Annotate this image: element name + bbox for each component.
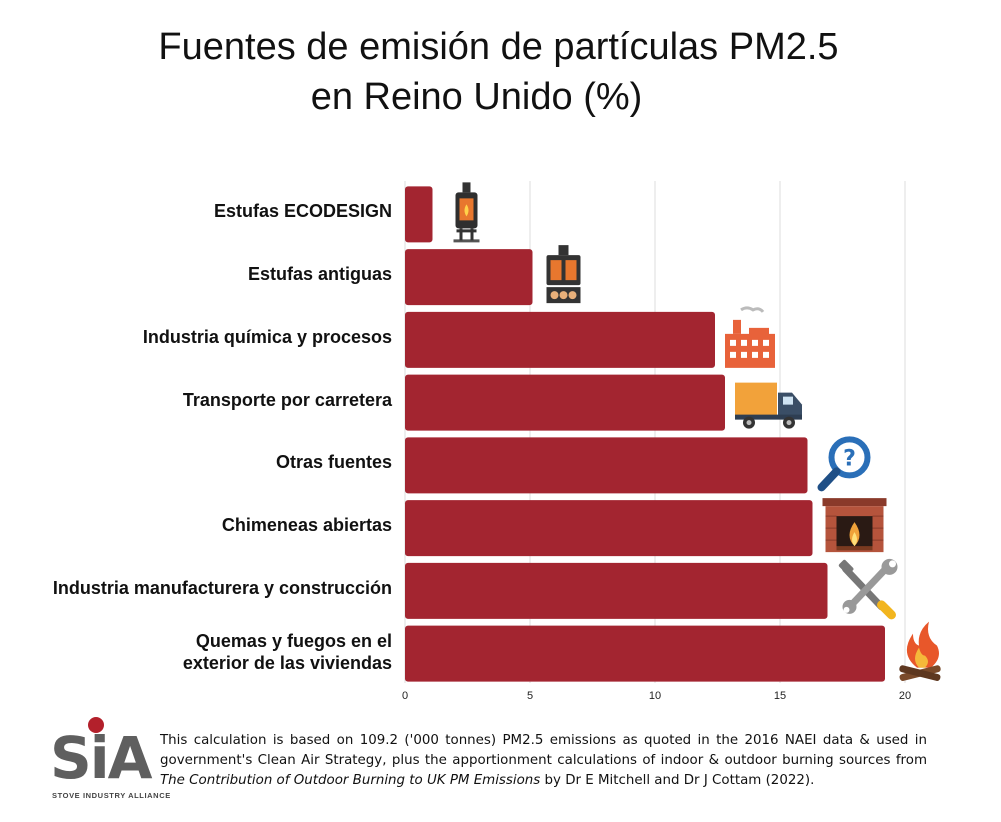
factory-icon-part [763,351,769,358]
source-note-title: The Contribution of Outdoor Burning to U… [160,773,541,788]
x-tick-label: 10 [649,690,661,702]
logo-text: SiA [50,724,153,792]
wood-stove-icon-part [568,291,577,300]
factory-icon-part [725,333,775,368]
tools-icon-part [838,559,854,575]
magnifier-question-icon-part [817,467,841,492]
logo-graphic [88,717,104,733]
stove-icon-part [456,229,477,233]
tools-icon [838,558,898,620]
wood-stove-icon-part [550,260,562,281]
stove-icon-part [453,239,480,243]
campfire-icon [899,621,941,681]
category-label: Quemas y fuegos en el exterior de las vi… [182,630,392,673]
wood-stove-icon-part [550,291,559,300]
campfire-icon-part [906,621,939,668]
tools-icon-part [881,558,898,575]
truck-icon-part [783,396,793,405]
bar [405,311,715,368]
stove-icon-part [462,182,471,193]
logo-subtitle: STOVE INDUSTRY ALLIANCE [52,791,171,800]
campfire-icon-part [915,647,928,668]
bar [405,249,533,306]
stove-icon-part [459,228,463,241]
x-tick-label: 0 [402,690,408,702]
truck-icon-part [746,420,752,426]
factory-icon [725,306,775,368]
bar [405,186,433,243]
tools-icon-part [889,560,896,568]
factory-icon-part [730,351,736,358]
magnifier-question-icon: ? [817,436,871,492]
stove-icon [453,182,480,243]
truck-icon-part [786,420,792,426]
category-label: Estufas antiguas [247,264,392,285]
wood-stove-icon-part [558,245,569,256]
fireplace-icon-part [852,532,857,547]
wood-stove-icon [546,245,581,304]
bar [405,437,808,494]
title-line-1: Fuentes de emisión de partículas PM2.5 [158,26,839,68]
campfire-icon-part [899,665,941,681]
stove-icon-part [464,204,469,217]
stove-icon-part [470,228,474,241]
x-tick-label: 20 [899,690,911,702]
factory-icon-part [752,339,758,346]
truck-icon-part [735,382,777,417]
factory-icon-part [763,339,769,346]
tools-icon-part [877,600,896,620]
title-line-2: en Reino Unido (%) [310,76,643,118]
chart-title: Fuentes de emisión de partículas PM2.5 e… [0,22,1001,122]
category-label: Otras fuentes [275,452,392,473]
truck-icon [735,382,802,429]
factory-icon-part [740,306,765,313]
category-label: Industria manufacturera y construcción [52,577,392,598]
factory-icon-part [741,339,747,346]
wood-stove-icon-part [565,260,577,281]
magnifier-question-icon-part [828,436,871,479]
truck-icon-part [735,414,802,420]
fireplace-icon-part [836,546,873,551]
source-note: This calculation is based on 109.2 ('000… [160,731,927,791]
factory-icon-part [752,351,758,358]
source-note-part2: by Dr E Mitchell and Dr J Cottam (2022). [540,773,815,788]
source-note-part1: This calculation is based on 109.2 ('000… [160,733,927,768]
factory-icon-part [741,351,747,358]
magnifier-question-icon-part: ? [843,446,856,471]
category-label: Estufas ECODESIGN [213,201,392,222]
sia-logo [48,716,152,804]
bar [405,500,813,557]
category-label: Industria química y procesos [142,326,392,347]
x-tick-label: 5 [527,690,533,702]
category-label: Chimeneas abiertas [221,515,392,536]
fireplace-icon [822,498,887,553]
x-tick-label: 15 [774,690,786,702]
bar [405,374,725,431]
tools-icon-part [843,606,850,613]
wood-stove-icon-part [559,291,568,300]
category-label: Transporte por carretera [182,389,392,410]
factory-icon-part [730,339,736,346]
factory-icon-part [733,319,741,334]
bar [405,562,828,619]
bar [405,625,885,682]
factory-icon-part [749,327,769,336]
fireplace-icon-part [822,498,887,507]
